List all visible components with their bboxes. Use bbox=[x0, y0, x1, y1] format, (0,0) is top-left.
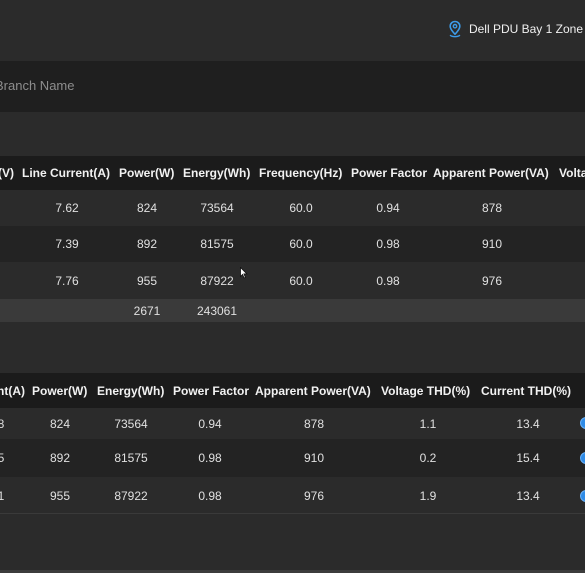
power-cell: 955 bbox=[49, 488, 71, 503]
table1-row: 7.62 824 73564 60.0 0.94 878 bbox=[0, 190, 585, 226]
col-voltage-thd-header: Volta bbox=[559, 166, 585, 180]
frequency-cell: 60.0 bbox=[289, 273, 313, 288]
frequency-cell: 60.0 bbox=[289, 237, 313, 251]
current-cell: 5 bbox=[0, 451, 5, 465]
power-factor-cell: 0.94 bbox=[198, 416, 222, 431]
power-cell: 824 bbox=[136, 201, 158, 215]
col-power-header: Power(W) bbox=[119, 166, 175, 180]
table2-row: 8 824 73564 0.94 878 1.1 13.4 bbox=[0, 408, 585, 439]
col-power-header: Power(W) bbox=[32, 383, 88, 398]
current-thd-cell: 13.4 bbox=[516, 416, 540, 431]
info-dot-icon[interactable] bbox=[580, 452, 585, 464]
apparent-power-cell: 878 bbox=[303, 416, 325, 431]
line-current-cell: 7.39 bbox=[55, 237, 79, 251]
col-frequency-header: Frequency(Hz) bbox=[259, 166, 343, 180]
col-current-header: nt(A) bbox=[0, 383, 25, 398]
branch-name-placeholder: Branch Name bbox=[0, 78, 75, 93]
energy-cell: 73564 bbox=[114, 416, 148, 431]
col-power-factor-header: Power Factor bbox=[173, 383, 250, 398]
col-energy-header: Energy(Wh) bbox=[183, 166, 251, 180]
energy-cell: 81575 bbox=[114, 451, 148, 465]
line-current-cell: 7.76 bbox=[55, 273, 79, 288]
power-cell: 892 bbox=[49, 451, 71, 465]
current-cell: 8 bbox=[0, 416, 5, 431]
current-thd-cell: 13.4 bbox=[516, 488, 540, 503]
apparent-power-cell: 976 bbox=[303, 488, 325, 503]
energy-cell: 87922 bbox=[200, 273, 234, 288]
col-voltage-header: (V) bbox=[0, 166, 14, 180]
voltage-thd-cell: 1.1 bbox=[419, 416, 437, 431]
voltage-thd-cell: 1.9 bbox=[419, 488, 437, 503]
col-apparent-power-header: Apparent Power(VA) bbox=[433, 166, 549, 180]
power-factor-cell: 0.98 bbox=[376, 273, 400, 288]
top-bar: Dell PDU Bay 1 Zone bbox=[0, 0, 585, 61]
power-factor-cell: 0.94 bbox=[376, 201, 400, 215]
table2-row: 5 892 81575 0.98 910 0.2 15.4 bbox=[0, 439, 585, 477]
col-current-thd-header: Current THD(%) bbox=[481, 383, 571, 398]
current-thd-cell: 15.4 bbox=[516, 451, 540, 465]
table2-row: 1 955 87922 0.98 976 1.9 13.4 bbox=[0, 477, 585, 514]
info-dot-icon[interactable] bbox=[580, 490, 585, 502]
location-selector[interactable]: Dell PDU Bay 1 Zone bbox=[447, 20, 583, 38]
apparent-power-cell: 976 bbox=[481, 273, 503, 288]
line-current-cell: 7.62 bbox=[55, 201, 79, 215]
energy-cell: 87922 bbox=[114, 488, 148, 503]
power-cell: 892 bbox=[136, 237, 158, 251]
info-dot-icon[interactable] bbox=[580, 417, 585, 429]
table1-total-row: 2671 243061 bbox=[0, 299, 585, 322]
branch-name-field[interactable]: Branch Name bbox=[0, 61, 585, 112]
frequency-cell: 60.0 bbox=[289, 201, 313, 215]
table1-header: (V) Line Current(A) Power(W) Energy(Wh) … bbox=[0, 156, 585, 190]
apparent-power-cell: 910 bbox=[303, 451, 325, 465]
col-voltage-thd-header: Voltage THD(%) bbox=[381, 383, 471, 398]
col-apparent-power-header: Apparent Power(VA) bbox=[255, 383, 371, 398]
table2-header: nt(A) Power(W) Energy(Wh) Power Factor A… bbox=[0, 373, 585, 408]
total-energy-cell: 243061 bbox=[196, 303, 238, 318]
voltage-thd-cell: 0.2 bbox=[419, 451, 437, 465]
power-factor-cell: 0.98 bbox=[198, 451, 222, 465]
table2-bottom-divider bbox=[0, 513, 585, 514]
section-spacer bbox=[0, 322, 585, 373]
table1-row: 7.76 955 87922 60.0 0.98 976 bbox=[0, 262, 585, 299]
mouse-cursor-icon bbox=[240, 266, 248, 284]
current-cell: 1 bbox=[0, 488, 5, 503]
energy-cell: 73564 bbox=[200, 201, 234, 215]
power-cell: 824 bbox=[49, 416, 71, 431]
apparent-power-cell: 878 bbox=[481, 201, 503, 215]
power-cell: 955 bbox=[136, 273, 158, 288]
energy-cell: 81575 bbox=[200, 237, 234, 251]
col-power-factor-header: Power Factor bbox=[351, 166, 428, 180]
power-factor-cell: 0.98 bbox=[376, 237, 400, 251]
apparent-power-cell: 910 bbox=[481, 237, 503, 251]
section-spacer bbox=[0, 112, 585, 244]
location-pin-icon bbox=[447, 20, 463, 38]
bottom-divider bbox=[0, 570, 585, 573]
total-power-cell: 2671 bbox=[133, 303, 161, 318]
col-energy-header: Energy(Wh) bbox=[97, 383, 165, 398]
power-factor-cell: 0.98 bbox=[198, 488, 222, 503]
col-line-current-header: Line Current(A) bbox=[22, 166, 110, 180]
bottom-area bbox=[0, 514, 585, 573]
table1-row: 7.39 892 81575 60.0 0.98 910 bbox=[0, 226, 585, 262]
location-label: Dell PDU Bay 1 Zone bbox=[468, 22, 583, 36]
